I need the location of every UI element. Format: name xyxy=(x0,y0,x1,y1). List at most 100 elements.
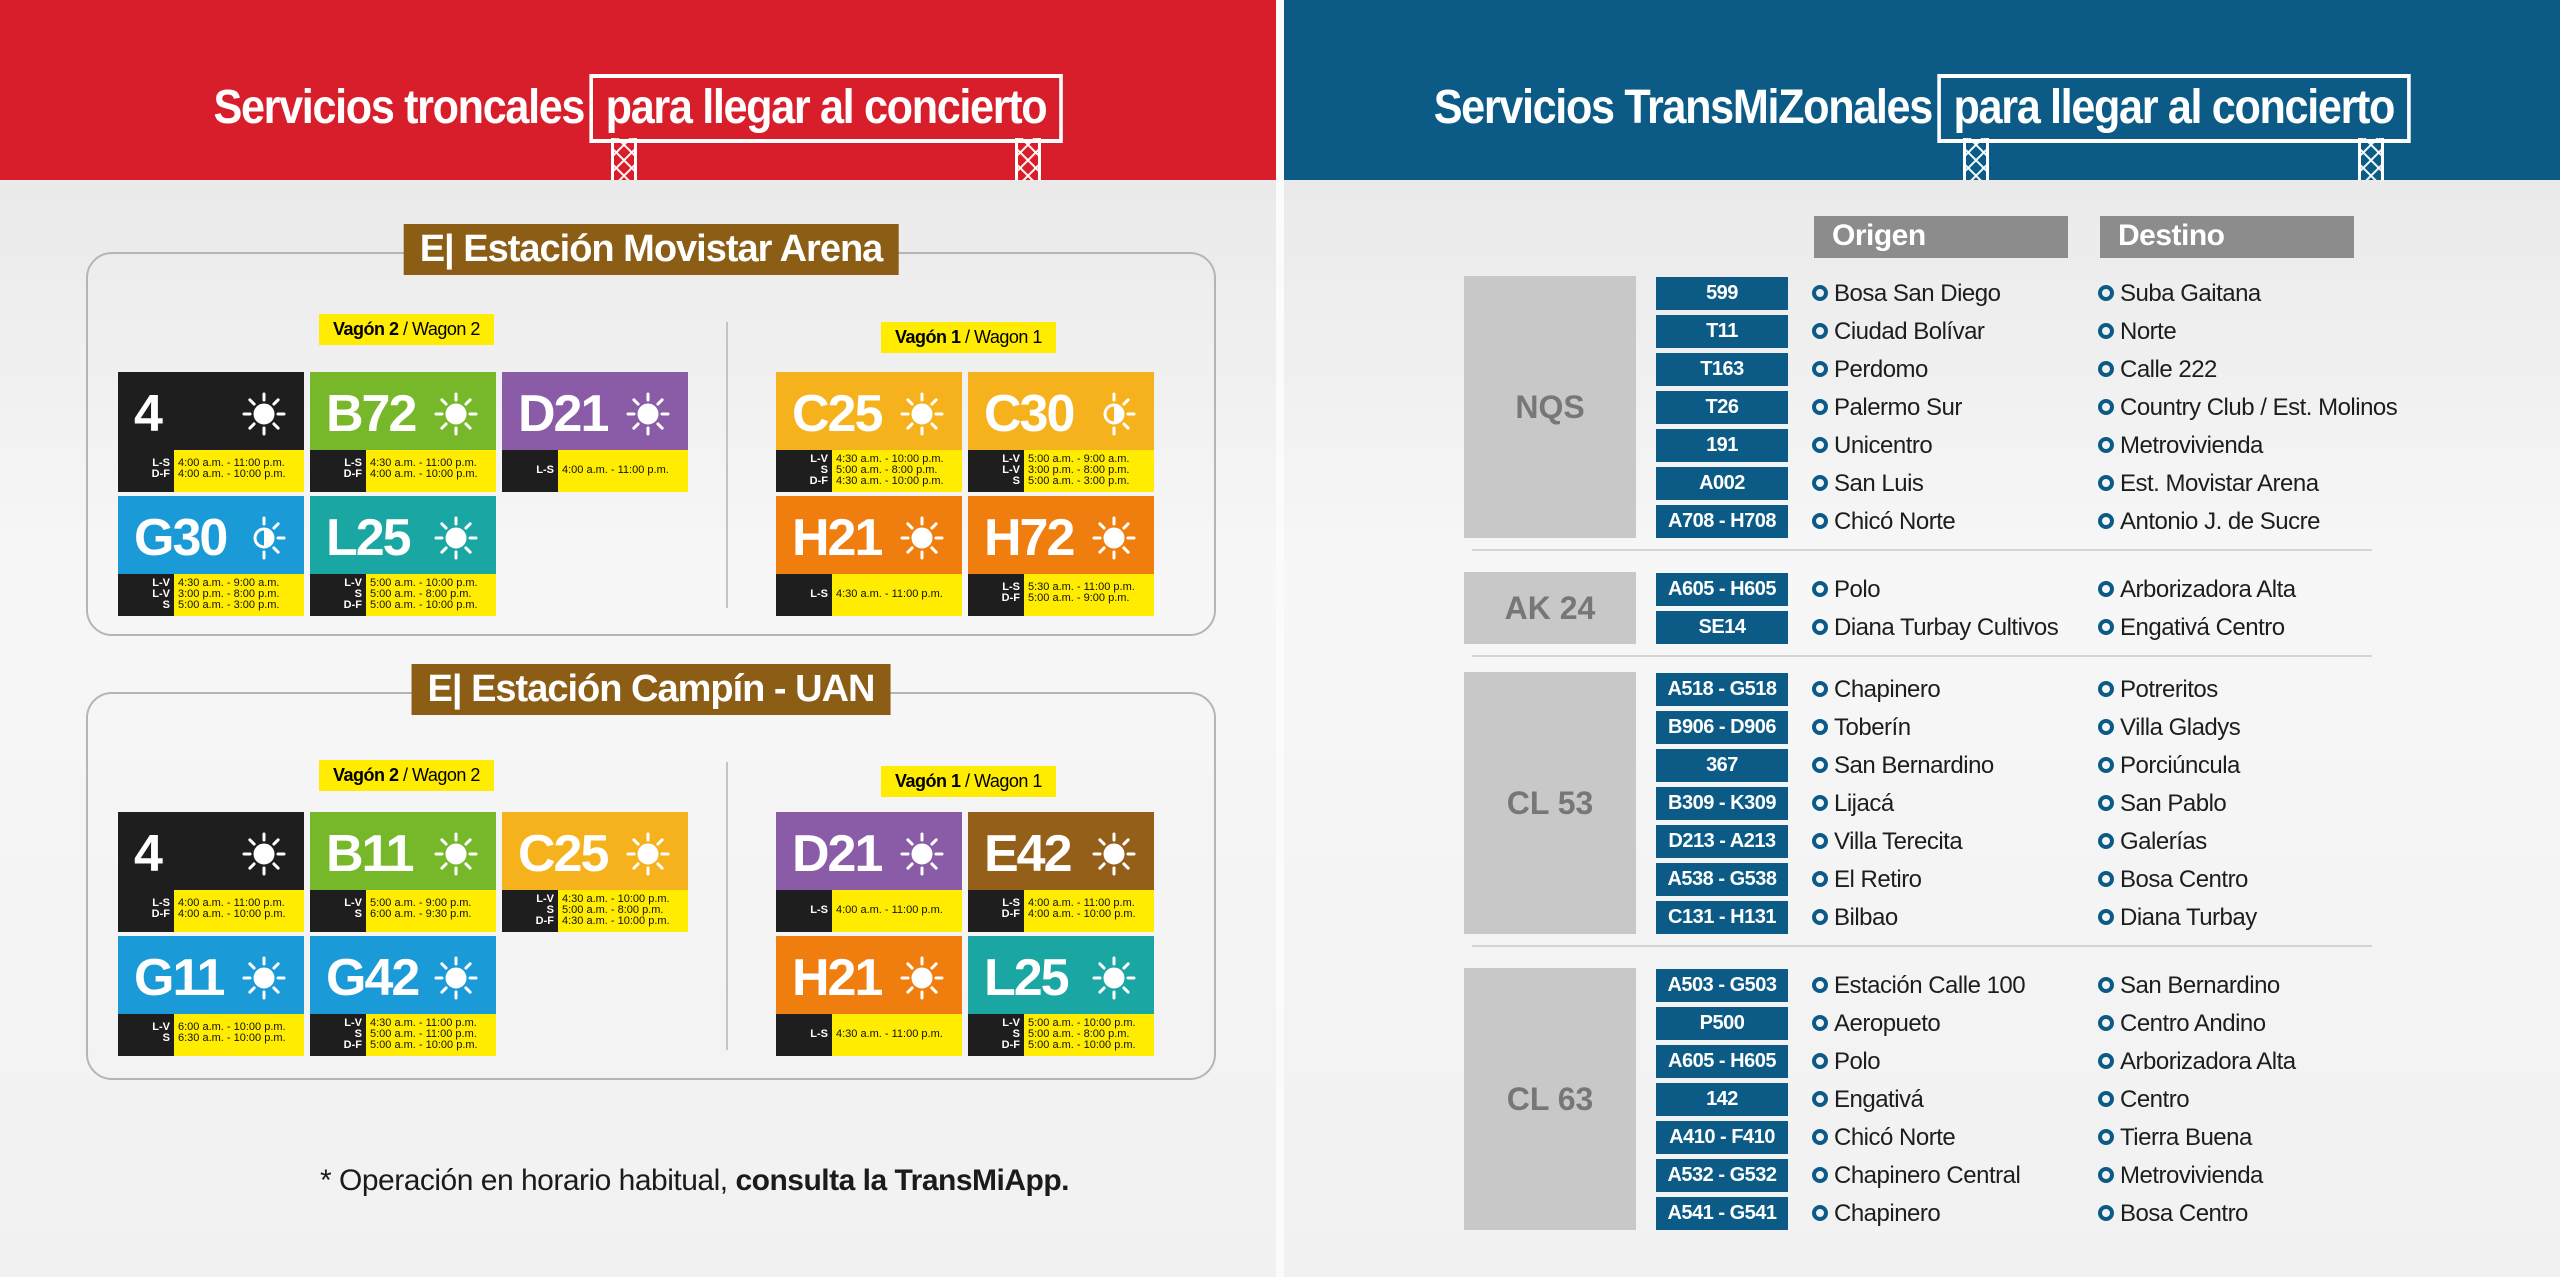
origin-text: Villa Terecita xyxy=(1834,828,1963,855)
wagon-divider xyxy=(726,322,728,608)
destination-item: Villa Gladys xyxy=(2098,711,2241,744)
origin-dot-icon xyxy=(1812,909,1828,925)
schedule-days: L-V S xyxy=(310,890,366,932)
route-number: G11 xyxy=(134,949,225,1007)
origin-item: Engativá xyxy=(1812,1083,1924,1116)
destination-dot-icon xyxy=(2098,513,2114,529)
origin-dot-icon xyxy=(1812,323,1828,339)
schedule-time: 4:30 a.m. - 10:00 p.m. xyxy=(836,475,944,487)
destination-text: Suba Gaitana xyxy=(2120,280,2261,307)
destination-item: Potreritos xyxy=(2098,673,2218,706)
origin-text: San Bernardino xyxy=(1834,752,1994,779)
banner-title-main: Servicios TransMiZonales xyxy=(1433,81,1934,134)
sun-icon xyxy=(900,516,944,560)
route-code: C131 - H131 xyxy=(1656,901,1788,934)
schedule-bar: L-V L-V S 4:30 a.m. - 9:00 a.m. 3:00 p.m. - … xyxy=(118,574,304,616)
destination-dot-icon xyxy=(2098,437,2114,453)
schedule-day: S xyxy=(162,1032,170,1044)
schedule-bar: L-V S 5:00 a.m. - 9:00 p.m. 6:00 a.m. - 9:3… xyxy=(310,890,496,932)
schedule-days: L-V S D-F xyxy=(310,574,366,616)
destination-text: Bosa Centro xyxy=(2120,1200,2248,1227)
origin-item: Perdomo xyxy=(1812,353,1928,386)
origin-text: San Luis xyxy=(1834,470,1924,497)
destination-text: Calle 222 xyxy=(2120,356,2217,383)
route-card: 4 L-S D-F 4:00 a.m. - 11:00 p.m. 4:00 a.m. -… xyxy=(118,812,304,932)
route-code: 142 xyxy=(1656,1083,1788,1116)
route-number: H21 xyxy=(792,949,883,1007)
schedule-time: 5:00 a.m. - 8:00 p.m. xyxy=(1028,1028,1130,1040)
schedule-bar: L-S D-F 5:30 a.m. - 11:00 p.m. 5:00 a.m. - … xyxy=(968,574,1154,616)
schedule-time: 5:00 a.m. - 10:00 p.m. xyxy=(370,1039,478,1051)
sun-icon xyxy=(434,956,478,1000)
origin-dot-icon xyxy=(1812,1053,1828,1069)
origin-text: Chapinero xyxy=(1834,676,1941,703)
schedule-time: 3:00 p.m. - 8:00 p.m. xyxy=(178,588,280,600)
schedule-time: 4:00 a.m. - 10:00 p.m. xyxy=(1028,908,1136,920)
schedule-time: 4:30 a.m. - 11:00 p.m. xyxy=(836,1028,943,1040)
origin-text: Chapinero xyxy=(1834,1200,1941,1227)
wagon-label: Vagón 1 / Wagon 1 xyxy=(881,766,1056,797)
origin-dot-icon xyxy=(1812,399,1828,415)
schedule-time: 6:00 a.m. - 10:00 p.m. xyxy=(178,1021,286,1033)
schedule-day: D-F xyxy=(343,468,362,480)
destination-item: San Pablo xyxy=(2098,787,2227,820)
schedule-bar: L-S D-F 4:00 a.m. - 11:00 p.m. 4:00 a.m. - … xyxy=(118,450,304,492)
destination-dot-icon xyxy=(2098,1205,2114,1221)
origin-text: Diana Turbay Cultivos xyxy=(1834,614,2059,641)
destination-dot-icon xyxy=(2098,581,2114,597)
route-code: A410 - F410 xyxy=(1656,1121,1788,1154)
destination-text: Villa Gladys xyxy=(2120,714,2241,741)
destination-dot-icon xyxy=(2098,833,2114,849)
origin-item: Palermo Sur xyxy=(1812,391,1962,424)
schedule-times: 4:30 a.m. - 10:00 p.m. 5:00 a.m. - 8:00 p… xyxy=(836,454,944,487)
schedule-days: L-S D-F xyxy=(118,890,174,932)
sun-icon xyxy=(434,832,478,876)
schedule-days: L-S D-F xyxy=(118,450,174,492)
schedule-time: 5:00 a.m. - 10:00 p.m. xyxy=(370,577,478,589)
origin-dot-icon xyxy=(1812,475,1828,491)
origin-dot-icon xyxy=(1812,619,1828,635)
origin-text: Lijacá xyxy=(1834,790,1894,817)
origin-item: San Luis xyxy=(1812,467,1924,500)
route-code: 367 xyxy=(1656,749,1788,782)
origin-dot-icon xyxy=(1812,1129,1828,1145)
sun-icon xyxy=(242,956,286,1000)
schedule-day: L-S xyxy=(810,588,828,600)
schedule-day: L-S xyxy=(344,457,362,469)
route-card: G42 L-V S D-F 4:30 a.m. - 11:00 p.m. 5:00 a.m… xyxy=(310,936,496,1056)
schedule-day: S xyxy=(1012,475,1020,487)
destination-item: Metrovivienda xyxy=(2098,1159,2263,1192)
sun-icon xyxy=(626,832,670,876)
destination-dot-icon xyxy=(2098,1167,2114,1183)
schedule-time: 5:00 a.m. - 10:00 p.m. xyxy=(1028,1039,1136,1051)
destination-dot-icon xyxy=(2098,399,2114,415)
schedule-day: L-S xyxy=(152,457,170,469)
schedule-time: 5:00 a.m. - 8:00 p.m. xyxy=(562,904,664,916)
origin-item: Ciudad Bolívar xyxy=(1812,315,1985,348)
schedule-bar: L-S D-F 4:00 a.m. - 11:00 p.m. 4:00 a.m. - … xyxy=(118,890,304,932)
route-card: 4 L-S D-F 4:00 a.m. - 11:00 p.m. 4:00 a.m. -… xyxy=(118,372,304,492)
wagon-label: Vagón 1 / Wagon 1 xyxy=(881,322,1056,353)
origin-text: Aeropueto xyxy=(1834,1010,1941,1037)
origin-item: Unicentro xyxy=(1812,429,1933,462)
schedule-day: S xyxy=(1012,1028,1020,1040)
banner-title-box: para llegar al concierto xyxy=(1937,74,2411,143)
destination-item: Norte xyxy=(2098,315,2177,348)
destination-text: Metrovivienda xyxy=(2120,432,2263,459)
schedule-days: L-V S D-F xyxy=(968,1014,1024,1056)
destination-item: Porciúncula xyxy=(2098,749,2240,782)
schedule-time: 4:00 a.m. - 11:00 p.m. xyxy=(562,464,669,476)
route-number: L25 xyxy=(326,509,412,567)
sun-icon xyxy=(434,516,478,560)
sun-icon xyxy=(626,392,670,436)
station-title: E| Estación Movistar Arena xyxy=(403,224,899,275)
origin-dot-icon xyxy=(1812,285,1828,301)
origin-text: Palermo Sur xyxy=(1834,394,1962,421)
origin-item: Polo xyxy=(1812,573,1881,606)
schedule-time: 5:00 a.m. - 8:00 p.m. xyxy=(836,464,938,476)
origin-dot-icon xyxy=(1812,681,1828,697)
schedule-bar: L-V L-V S 5:00 a.m. - 9:00 a.m. 3:00 p.m. - … xyxy=(968,450,1154,492)
origin-item: El Retiro xyxy=(1812,863,1922,896)
destination-text: Country Club / Est. Molinos xyxy=(2120,394,2398,421)
schedule-bar: L-V S D-F 4:30 a.m. - 10:00 p.m. 5:00 a.m. -… xyxy=(502,890,688,932)
